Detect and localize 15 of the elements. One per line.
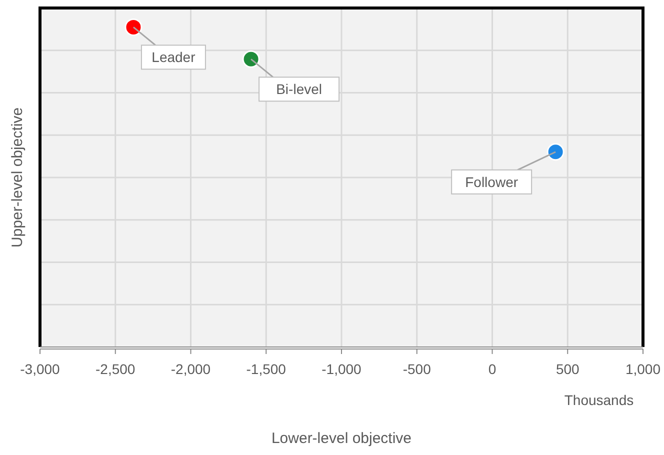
x-tick-label: 0 <box>488 361 496 377</box>
text: Thousands <box>564 392 634 408</box>
x-axis-title: Lower-level objective <box>271 430 412 447</box>
y-axis-title: Upper-level objective <box>9 107 26 248</box>
x-tick-label: -500 <box>402 361 432 377</box>
x-tick-label: -1,000 <box>322 361 362 377</box>
x-tick-label: -2,000 <box>170 361 211 377</box>
annotation: Bi-level <box>276 81 322 98</box>
x-tick-label: -1,500 <box>246 361 286 377</box>
x-tick-label: -3,000 <box>20 361 60 377</box>
x-tick-label: -2,500 <box>96 361 136 377</box>
annotation: Follower <box>465 174 518 190</box>
annotation: Leader <box>152 49 196 66</box>
x-tick-label: 1,000 <box>625 361 661 377</box>
x-tick-label: 500 <box>556 361 580 377</box>
